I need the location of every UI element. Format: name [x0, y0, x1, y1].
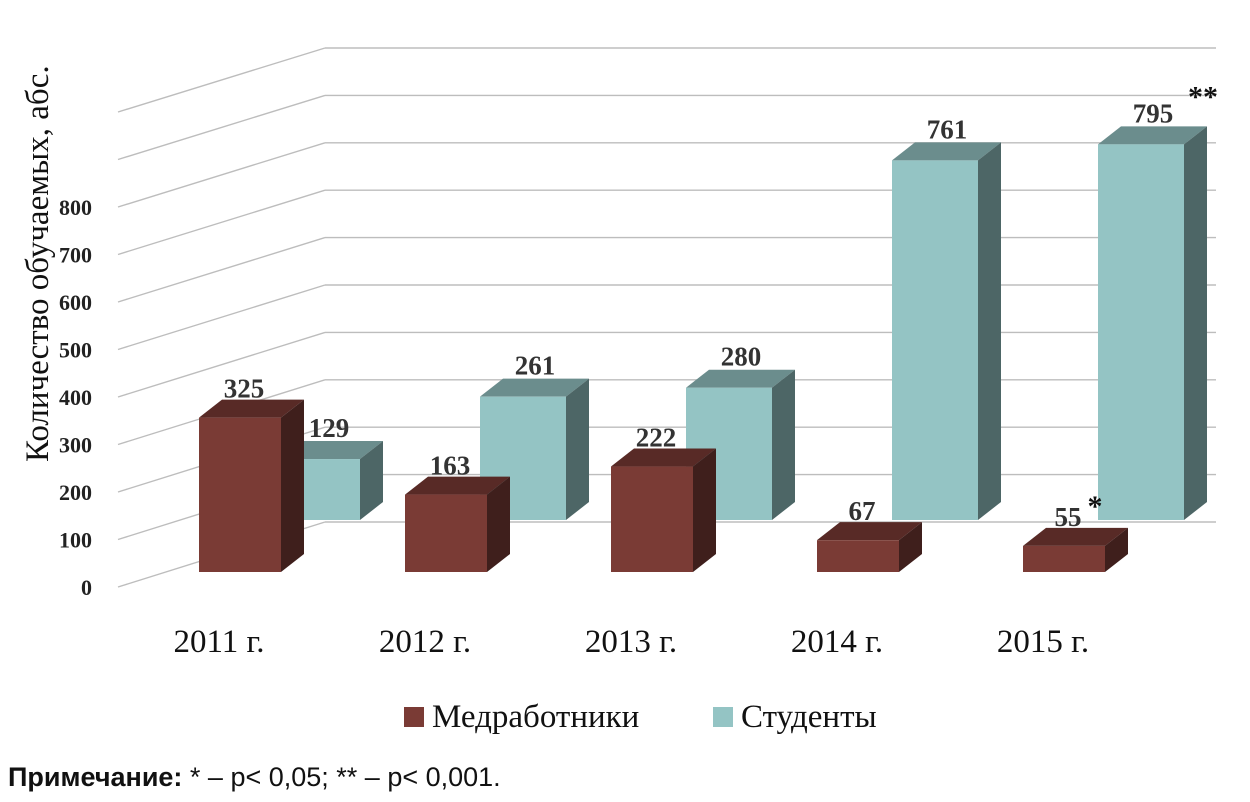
- gridline-side: [117, 284, 326, 351]
- legend: Медработники Студенты: [404, 699, 877, 735]
- gridline-side: [117, 189, 326, 256]
- data-label-medworkers: 163: [430, 451, 471, 481]
- significance-mark: **: [1188, 80, 1218, 113]
- data-label-medworkers: 67: [849, 496, 876, 526]
- bar-top-face: [686, 369, 795, 388]
- chart-bars: 129 261 280 761 795 ** 325 163 222 67 55 *: [199, 80, 1218, 572]
- bar-side-face: [978, 142, 1001, 521]
- bar-top-face: [817, 522, 922, 541]
- bar-top-face: [199, 399, 304, 418]
- data-label-students: 761: [927, 114, 968, 144]
- bar-side-face: [693, 448, 716, 572]
- gridline-side: [117, 236, 326, 303]
- x-category-label: 2014 г.: [791, 624, 883, 660]
- legend-swatch: [404, 707, 424, 727]
- data-label-medworkers: 325: [224, 374, 265, 404]
- bar-top-face: [1023, 527, 1128, 546]
- bar-front-face: [1023, 545, 1105, 572]
- x-category-label: 2012 г.: [379, 624, 471, 660]
- y-tick-label: 200: [59, 480, 92, 505]
- footnote-text: * – p< 0,05; ** – p< 0,001.: [182, 762, 501, 792]
- bar-top-face: [1098, 126, 1207, 145]
- bar-front-face: [892, 160, 978, 521]
- bar-side-face: [360, 441, 383, 520]
- bar-side-face: [487, 476, 510, 572]
- footnote: Примечание: * – p< 0,05; ** – p< 0,001.: [8, 762, 501, 793]
- x-category-label: 2011 г.: [173, 624, 264, 660]
- data-label-students: 129: [309, 413, 350, 443]
- y-axis-title: Количество обучаемых, абс.: [20, 65, 56, 462]
- x-category-label: 2015 г.: [997, 624, 1089, 660]
- bar-front-face: [405, 494, 487, 572]
- bar-medworkers: [817, 522, 922, 572]
- bar-top-face: [480, 378, 589, 397]
- data-label-students: 261: [515, 351, 556, 381]
- significance-mark: *: [1088, 490, 1103, 523]
- data-label-students: 795: [1133, 98, 1174, 128]
- y-tick-label: 700: [59, 243, 92, 268]
- bar-medworkers: [611, 448, 716, 572]
- y-axis-ticks: 0 100 200 300 400 500 600 700 800: [59, 195, 92, 600]
- bar-chart-3d: 0 100 200 300 400 500 600 700 800 Количество обу…: [20, 47, 1218, 735]
- x-axis-categories: 2011 г. 2012 г. 2013 г. 2014 г. 2015 г.: [173, 624, 1089, 660]
- bar-medworkers: [1023, 527, 1128, 572]
- legend-label: Медработники: [432, 699, 639, 735]
- y-tick-label: 800: [59, 195, 92, 220]
- gridline-side: [117, 142, 326, 208]
- gridline-side: [117, 94, 326, 161]
- gridline-side: [117, 47, 326, 113]
- bar-side-face: [772, 369, 795, 520]
- bar-front-face: [1098, 144, 1184, 521]
- x-category-label: 2013 г.: [585, 624, 677, 660]
- data-label-medworkers: 222: [636, 423, 677, 453]
- y-tick-label: 500: [59, 338, 92, 363]
- bar-front-face: [611, 466, 693, 572]
- bar-side-face: [1105, 527, 1128, 572]
- bar-side-face: [281, 399, 304, 572]
- bar-side-face: [566, 378, 589, 520]
- bar-front-face: [817, 540, 899, 572]
- footnote-label: Примечание:: [8, 762, 183, 792]
- y-tick-label: 400: [59, 385, 92, 410]
- bar-top-face: [405, 476, 510, 495]
- bar-side-face: [1184, 126, 1207, 521]
- bar-top-face: [611, 448, 716, 467]
- y-tick-label: 300: [59, 433, 92, 458]
- bar-students: [892, 142, 1001, 521]
- gridline-side: [117, 331, 326, 398]
- data-label-students: 280: [721, 342, 762, 372]
- y-tick-label: 600: [59, 290, 92, 315]
- y-tick-label: 0: [81, 575, 92, 600]
- bar-top-face: [892, 142, 1001, 161]
- bar-front-face: [199, 417, 281, 572]
- bar-students: [1098, 126, 1207, 521]
- y-tick-label: 100: [59, 528, 92, 553]
- bar-medworkers: [405, 476, 510, 572]
- legend-label: Студенты: [741, 699, 877, 735]
- bar-medworkers: [199, 399, 304, 572]
- legend-swatch: [713, 707, 733, 727]
- bar-side-face: [899, 522, 922, 572]
- data-label-medworkers: 55: [1055, 502, 1082, 532]
